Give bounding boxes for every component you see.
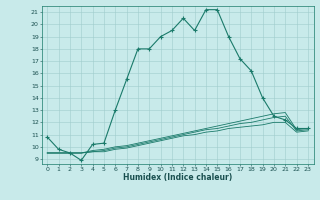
X-axis label: Humidex (Indice chaleur): Humidex (Indice chaleur): [123, 173, 232, 182]
